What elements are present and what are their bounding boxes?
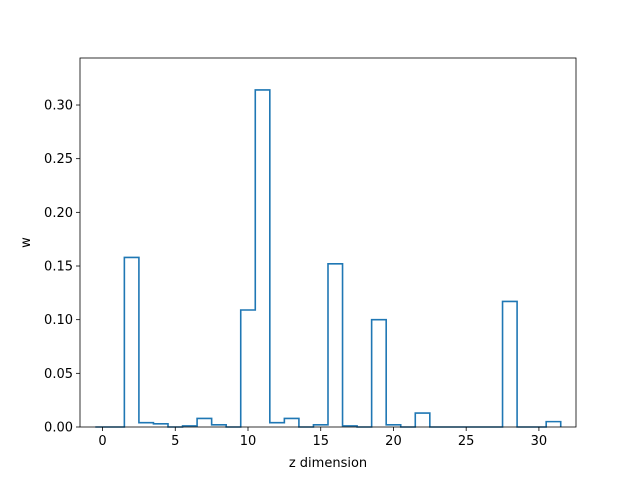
x-tick-label: 25: [458, 434, 475, 449]
x-tick-label: 20: [385, 434, 402, 449]
axes-frame: [79, 57, 577, 428]
y-tick-label: 0.30: [44, 99, 73, 114]
x-tick-label: 5: [171, 434, 179, 449]
y-tick-label: 0.25: [44, 152, 73, 167]
x-axis-ticks: 0 5 10 15 20 25 30: [98, 427, 547, 449]
x-tick-label: 30: [531, 434, 548, 449]
y-tick-label: 0.00: [44, 421, 73, 436]
y-axis-ticks: 0.00 0.05 0.10 0.15 0.20 0.25 0.30: [44, 99, 80, 436]
y-tick-label: 0.05: [44, 367, 73, 382]
y-tick-label: 0.20: [44, 206, 73, 221]
x-tick-label: 15: [312, 434, 329, 449]
x-axis-label: z dimension: [289, 456, 367, 471]
x-tick-label: 10: [240, 434, 257, 449]
y-tick-label: 0.10: [44, 313, 73, 328]
y-tick-label: 0.15: [44, 260, 73, 275]
y-axis-label: w: [19, 237, 34, 248]
x-tick-label: 0: [98, 434, 106, 449]
